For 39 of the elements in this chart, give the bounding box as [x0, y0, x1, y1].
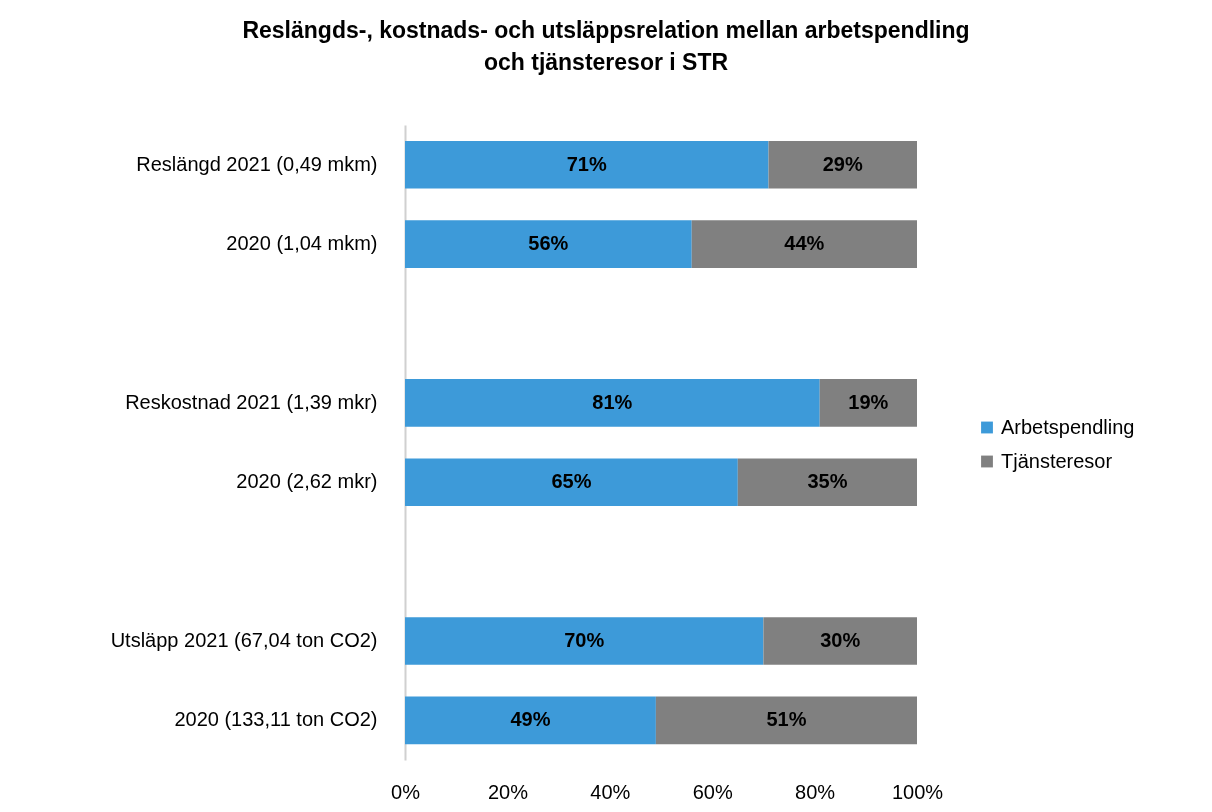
x-tick-label: 60% [692, 780, 733, 803]
data-label: 49% [510, 708, 551, 731]
y-tick-label: Utsläpp 2021 (67,04 ton CO2) [110, 628, 378, 651]
bar [405, 379, 820, 427]
bar [691, 220, 917, 268]
bar [405, 458, 738, 506]
legend-label: Tjänsteresor [1001, 449, 1113, 472]
x-tick-label: 80% [795, 780, 836, 803]
y-tick-label: 2020 (2,62 mkr) [236, 470, 378, 493]
x-tick-label: 40% [590, 780, 631, 803]
bar [655, 696, 917, 745]
x-tick-label: 20% [487, 780, 529, 803]
legend-label: Arbetspendling [1001, 415, 1135, 438]
data-label: 81% [592, 390, 633, 413]
y-tick-label: Reslängd 2021 (0,49 mkm) [136, 152, 378, 175]
x-tick-label: 100% [891, 780, 944, 803]
y-tick-label: Reskostnad 2021 (1,39 mkr) [125, 390, 378, 413]
bar [405, 140, 769, 189]
data-label: 35% [807, 470, 848, 493]
data-label: 71% [566, 152, 607, 175]
bar [405, 617, 764, 665]
data-label: 56% [528, 232, 569, 255]
x-tick-label: 0% [391, 780, 421, 803]
chart-title: Reslängds-, kostnads- och utsläppsrelation mellan arbetspendling och tjänsteresor i STR [242, 17, 970, 75]
bar [763, 617, 917, 665]
data-label: 65% [551, 470, 592, 493]
data-label: 44% [784, 232, 825, 255]
bar [819, 379, 917, 427]
bar [768, 140, 917, 189]
y-tick-label: 2020 (1,04 mkm) [226, 232, 378, 255]
data-label: 51% [766, 708, 807, 731]
bar [405, 696, 656, 745]
data-label: 30% [820, 628, 861, 651]
bar [405, 220, 692, 268]
data-label: 19% [848, 390, 889, 413]
data-label: 70% [564, 628, 605, 651]
data-label: 29% [822, 152, 863, 175]
bar [737, 458, 917, 506]
y-tick-label: 2020 (133,11 ton CO2) [174, 708, 378, 731]
